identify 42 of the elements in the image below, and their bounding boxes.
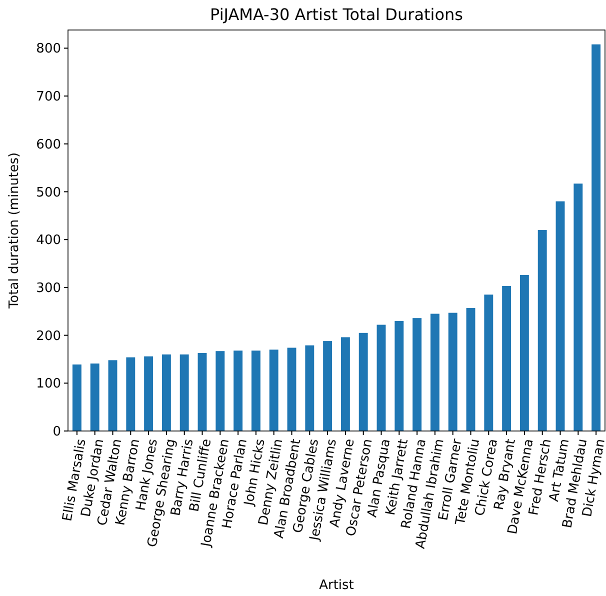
bar [180,354,189,431]
bar [520,275,529,431]
bar [108,360,118,431]
chart-title: PiJAMA-30 Artist Total Durations [210,5,463,24]
bar [234,350,243,431]
bar [502,286,512,431]
bar [287,348,296,431]
bar [90,364,100,431]
x-axis-title: Artist [319,578,354,593]
bar [394,320,404,431]
y-tick-label: 100 [36,376,61,392]
y-tick-label: 800 [36,42,61,57]
y-tick-label: 600 [36,137,61,152]
y-tick-label: 200 [36,328,61,344]
bar [251,350,260,431]
bar [216,351,225,431]
y-tick-label: 700 [36,90,61,105]
bar [198,353,207,431]
bar [126,357,136,431]
bar [340,337,350,431]
bar [412,318,422,431]
bar [556,201,565,431]
y-tick-label: 400 [36,233,61,248]
bar [484,294,494,431]
bar [358,332,368,431]
bar [162,354,171,431]
bar [144,356,154,431]
bar [466,308,476,431]
bar [448,312,458,431]
bar [305,345,314,431]
bar [430,314,440,431]
y-tick-label: 0 [52,424,61,440]
bar [269,350,278,431]
bar [323,341,332,431]
bar [376,324,386,431]
y-tick-label: 300 [36,280,61,296]
y-tick-label: 500 [36,185,61,200]
bar [574,184,583,431]
y-axis-title: Total duration (minutes) [7,152,22,310]
bar [592,44,601,431]
bar [72,364,82,431]
bar [538,230,547,431]
